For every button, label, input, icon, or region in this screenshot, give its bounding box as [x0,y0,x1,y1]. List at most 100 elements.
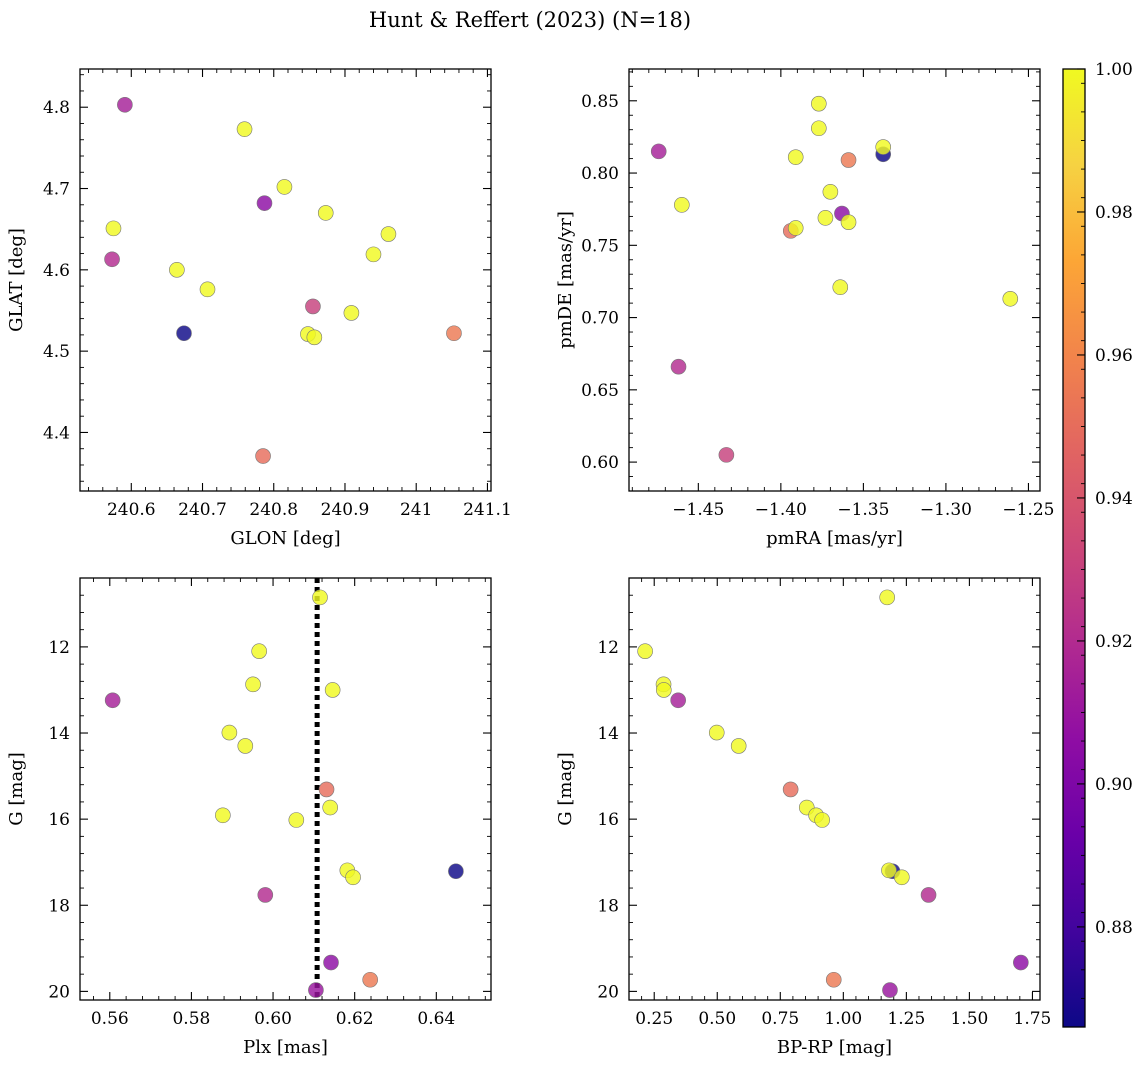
data-point [1013,954,1029,971]
y-tick-label: 18 [48,896,70,916]
data-point [323,954,339,971]
y-tick-label: 0.80 [581,164,619,184]
data-point [104,251,120,268]
x-tick-label: 240.7 [178,500,227,520]
x-tick-label: 1.75 [1014,1009,1052,1029]
axes-frame [628,68,1041,492]
data-point [446,325,462,342]
subplot-3: 0.56 0.58 0.60 0.62 0.64 12 14 16 18 20 Plx [mas] G… [6,577,492,1058]
x-tick-label: 240.6 [107,500,156,520]
x-tick-label: 0.62 [336,1009,374,1029]
data-point [787,220,804,236]
x-tick-label: 1.00 [824,1009,862,1029]
data-point [875,139,891,155]
x-tick-label: 0.75 [761,1009,799,1029]
data-point [832,279,849,296]
x-tick-label: 241.1 [463,500,512,520]
data-point [817,210,834,226]
data-point [637,643,653,660]
data-point [345,869,361,886]
data-point [236,121,253,137]
data-point [245,676,261,693]
data-point [825,971,842,988]
x-tick-label: 241 [400,500,432,520]
y-tick-label: 4.7 [43,180,70,200]
data-point [221,724,238,741]
data-point [670,358,687,375]
data-point [324,682,341,698]
data-point [380,226,397,242]
data-point [288,812,305,828]
data-point [811,120,827,137]
data-point [448,863,464,880]
y-tick-label: 14 [48,724,70,744]
colorbar-tick-label: 0.90 [1095,775,1133,795]
data-point [215,807,231,824]
data-point [312,589,328,606]
y-tick-label: 4.5 [43,342,70,362]
data-point [718,447,735,463]
y-tick-label: 18 [597,896,619,916]
x-tick-label: 240.8 [249,500,298,520]
data-point [255,448,271,464]
x-tick-label: 0.56 [91,1009,129,1029]
data-point [322,799,338,816]
axes-frame [628,577,1041,1001]
x-tick-label: −1.45 [672,500,724,520]
data-point [343,305,360,321]
data-point [105,220,122,237]
data-point [782,781,799,798]
x-tick-label: 0.50 [698,1009,736,1029]
y-tick-label: 16 [48,810,70,830]
x-tick-label: −1.30 [920,500,972,520]
data-point [257,887,274,903]
data-point [256,195,273,211]
subplot-4: 0.25 0.50 0.75 1.00 1.25 1.50 1.75 12 14 16 18 20 BP… [555,577,1052,1058]
y-axis-label: GLAT [deg] [6,228,27,332]
x-tick-label: 0.64 [417,1009,455,1029]
y-tick-label: 4.8 [43,98,70,118]
data-point [787,149,804,165]
colorbar-tick-label: 1.00 [1095,60,1133,80]
x-axis-label: BP-RP [mag] [777,1037,892,1058]
colorbar-tick-label: 0.88 [1095,918,1133,938]
data-point [308,982,324,998]
x-tick-label: 1.50 [950,1009,988,1029]
data-point [730,738,747,754]
data-point [365,246,382,263]
y-tick-label: 0.85 [581,92,619,112]
axes-frame [79,577,492,1001]
data-point [276,179,293,195]
data-point [199,281,216,298]
data-point [822,184,839,200]
subplot-2: −1.45 −1.40 −1.35 −1.30 −1.25 0.60 0.65 0.70 0.7… [555,68,1055,549]
data-point [811,95,827,112]
data-point [882,982,898,998]
y-tick-label: 12 [48,638,70,658]
x-tick-label: 240.9 [321,500,370,520]
data-point [237,738,254,754]
y-tick-label: 0.65 [581,381,619,401]
y-tick-label: 12 [597,638,619,658]
subplot-1: 240.6 240.7 240.8 240.9 241 241.1 4.4 4.5 4.6 4.7… [6,68,512,549]
y-axis-label: G [mag] [555,752,576,825]
x-axis-label: pmRA [mas/yr] [766,528,903,549]
data-point [879,589,895,606]
data-point [840,152,857,168]
data-point [305,298,321,315]
data-point [814,812,830,828]
y-tick-label: 0.75 [581,236,619,256]
data-point [318,781,335,798]
y-axis-label: pmDE [mas/yr] [555,211,576,349]
colorbar-frame [1062,68,1086,1028]
data-point [670,692,686,709]
x-tick-label: 0.25 [635,1009,673,1029]
axes-frame [79,68,492,492]
data-point [104,692,121,709]
data-point [840,214,857,230]
x-axis-label: GLON [deg] [230,528,340,549]
subplots: 240.6 240.7 240.8 240.9 241 241.1 4.4 4.5 4.6 4.7… [6,68,1055,1058]
x-tick-label: 1.25 [887,1009,925,1029]
y-tick-label: 14 [597,724,619,744]
